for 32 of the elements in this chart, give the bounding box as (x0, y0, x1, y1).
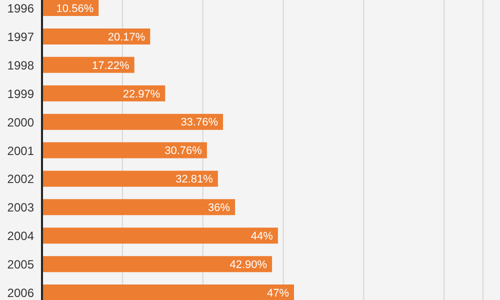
y-tick-label: 1996 (7, 1, 34, 16)
data-label: 44% (250, 230, 274, 243)
bar (42, 142, 207, 158)
bar (42, 284, 294, 300)
data-label: 32.81% (176, 174, 214, 186)
y-tick-label: 2005 (7, 258, 34, 272)
bar (42, 256, 272, 272)
y-tick-label: 1999 (7, 86, 34, 101)
data-label: 36% (208, 202, 230, 214)
bar (42, 85, 166, 102)
y-tick-label: 2002 (7, 172, 34, 186)
data-label: 17.22% (92, 60, 130, 72)
y-tick-label: 2004 (7, 229, 34, 244)
data-label: 20.17% (108, 31, 146, 44)
data-label: 42.90% (230, 258, 268, 271)
data-label: 33.76% (180, 116, 218, 129)
y-tick-label: 2000 (7, 115, 34, 130)
y-tick-label: 1998 (7, 58, 34, 72)
data-label: 10.56% (56, 2, 94, 15)
bar (42, 170, 218, 187)
bar (42, 28, 150, 44)
data-label: 30.76% (164, 145, 202, 158)
y-tick-label: 2001 (7, 144, 34, 158)
bar (42, 228, 278, 244)
data-label: 22.97% (122, 88, 160, 100)
data-label: 47% (266, 287, 290, 300)
bar (42, 199, 236, 216)
y-tick-label: 2006 (7, 286, 34, 300)
bar (42, 56, 134, 73)
bar (42, 114, 224, 130)
y-tick-label: 1997 (7, 30, 34, 44)
y-tick-label: 2003 (7, 200, 34, 215)
